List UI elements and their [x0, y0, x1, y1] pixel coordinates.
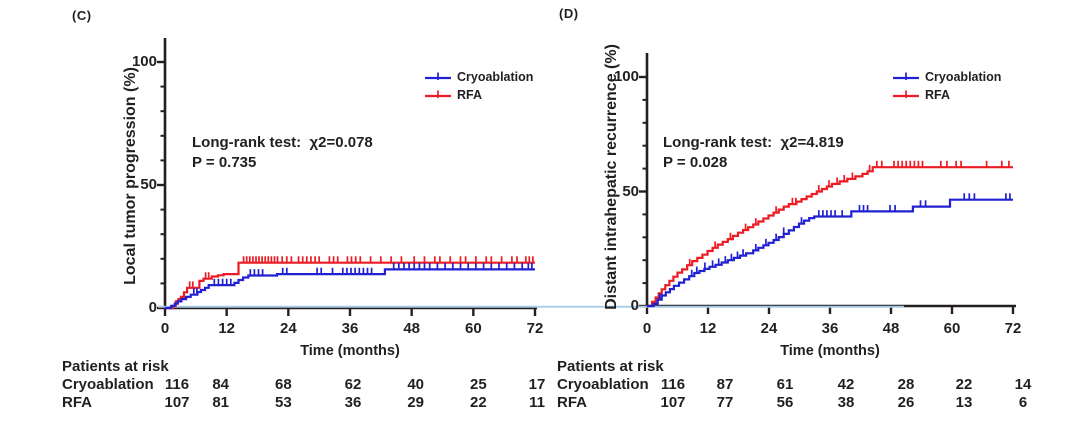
panel-d-risk-count-rfa: 6 — [1018, 394, 1028, 411]
panel-d-letter: (D) — [559, 6, 579, 21]
panel-d-stats-line1: Long-rank test: χ2=4.819 — [663, 134, 844, 151]
panel-c-risk-row-label-rfa: RFA — [62, 394, 92, 411]
panel-d-legend: Cryoablation RFA — [892, 68, 1001, 104]
panel-d-risk-count-cryoablation: 22 — [955, 376, 973, 393]
panel-d-risk-count-cryoablation: 116 — [660, 376, 686, 393]
panel-d-risk-count-rfa: 56 — [776, 394, 794, 411]
panel-c-censor-marks-rfa — [188, 256, 534, 288]
panel-d-risk-count-rfa: 26 — [897, 394, 915, 411]
panel-c-legend: Cryoablation RFA — [424, 68, 533, 104]
panel-d-risk-count-rfa: 38 — [837, 394, 855, 411]
panel-c-risk-count-cryoablation: 116 — [164, 376, 190, 393]
panel-d-legend-label-rfa: RFA — [925, 88, 950, 102]
panel-c-x-tick-label: 60 — [464, 320, 482, 337]
panel-d-risk-count-cryoablation: 14 — [1014, 376, 1032, 393]
panel-c-risk-title: Patients at risk — [62, 358, 169, 375]
panel-c-stats-line2: P = 0.735 — [192, 154, 257, 171]
panel-c-curve-cryoablation — [165, 268, 535, 310]
panel-c-risk-count-rfa: 107 — [164, 394, 190, 411]
panel-d-x-tick-label: 0 — [642, 320, 652, 337]
panel-c-risk-count-rfa: 81 — [212, 394, 229, 411]
panel-d-curve-rfa — [647, 166, 1013, 308]
panel-c-curve-rfa — [165, 261, 535, 310]
panel-c-legend-item-rfa: RFA — [424, 86, 533, 104]
panel-d-risk-count-rfa: 13 — [955, 394, 973, 411]
panel-c-legend-label-rfa: RFA — [457, 88, 482, 102]
panel-d-risk-row-label-cryoablation: Cryoablation — [557, 376, 649, 393]
cryoablation-line-icon — [425, 72, 451, 80]
panel-c-stats: Long-rank test: χ2=0.078 P = 0.735 — [192, 133, 373, 173]
panel-d-x-tick-label: 60 — [943, 320, 961, 337]
panel-d-censor-marks-rfa — [688, 160, 1010, 265]
panel-c-x-tick-label: 24 — [279, 320, 297, 337]
panel-c-risk-count-rfa: 11 — [529, 394, 545, 411]
panel-c-x-tick-label: 72 — [526, 320, 544, 337]
panel-d-x-tick-label: 36 — [821, 320, 839, 337]
panel-d-legend-label-cryoablation: Cryoablation — [925, 70, 1002, 84]
panel-c-legend-label-cryoablation: Cryoablation — [457, 70, 534, 84]
panel-d-stats: Long-rank test: χ2=4.819 P = 0.028 — [663, 133, 844, 173]
panel-d-risk-count-rfa: 77 — [716, 394, 734, 411]
panel-c-x-tick-label: 12 — [218, 320, 235, 337]
panel-c-risk-count-cryoablation: 17 — [528, 376, 546, 393]
panel-d-x-tick-label: 48 — [882, 320, 900, 337]
panel-d-y-tick-label: 100 — [613, 68, 639, 85]
panel-d-x-tick-label: 24 — [760, 320, 778, 337]
panel-d-risk-title: Patients at risk — [557, 358, 664, 375]
panel-c-risk-count-cryoablation: 84 — [212, 376, 229, 393]
panel-d-x-tick-label: 12 — [699, 320, 717, 337]
panel-c-y-tick-label: 0 — [148, 299, 157, 316]
panel-c-risk-count-rfa: 53 — [274, 394, 292, 411]
panel-c-x-tick-label: 0 — [160, 320, 170, 337]
panel-c-risk-count-rfa: 29 — [407, 394, 424, 411]
panel-d-stats-line2: P = 0.028 — [663, 154, 728, 171]
panel-d-x-tick-label: 72 — [1004, 320, 1022, 337]
panel-d-x-axis-title: Time (months) — [780, 343, 880, 359]
panel-c-risk-count-cryoablation: 62 — [344, 376, 362, 393]
panel-c-x-axis-title: Time (months) — [300, 343, 400, 359]
panel-d-legend-item-rfa: RFA — [892, 86, 1001, 104]
panel-d-y-tick-label: 0 — [630, 297, 639, 314]
panel-d-risk-count-cryoablation: 42 — [837, 376, 855, 393]
panel-c-letter: (C) — [72, 8, 92, 23]
panel-d-censor-marks-cryoablation — [658, 193, 1011, 299]
panel-d-risk-count-cryoablation: 87 — [716, 376, 734, 393]
panel-c-risk-count-cryoablation: 25 — [469, 376, 487, 393]
panel-d-risk-row-label-rfa: RFA — [557, 394, 587, 411]
panel-d-risk-count-cryoablation: 28 — [897, 376, 915, 393]
cryoablation-line-icon — [893, 72, 919, 80]
panel-c-risk-count-cryoablation: 40 — [407, 376, 424, 393]
panel-c-x-tick-label: 36 — [341, 320, 359, 337]
panel-c-censor-marks-cryoablation — [192, 263, 533, 295]
panel-d-risk-count-cryoablation: 61 — [776, 376, 794, 393]
panel-c-risk-count-rfa: 36 — [344, 394, 362, 411]
panel-c-y-tick-label: 50 — [140, 176, 157, 193]
panel-c-risk-count-cryoablation: 68 — [274, 376, 292, 393]
panel-d-y-tick-label: 50 — [622, 182, 639, 200]
panel-c-y-tick-label: 100 — [131, 53, 157, 70]
rfa-line-icon — [893, 90, 919, 98]
panel-d-legend-item-cryoablation: Cryoablation — [892, 68, 1001, 86]
panel-d-risk-count-rfa: 107 — [660, 394, 686, 411]
rfa-line-icon — [425, 90, 451, 98]
panel-d-curve-cryoablation — [647, 198, 1013, 308]
panel-c-legend-item-cryoablation: Cryoablation — [424, 68, 533, 86]
panel-c-risk-count-rfa: 22 — [469, 394, 487, 411]
panel-c-stats-line1: Long-rank test: χ2=0.078 — [192, 134, 373, 151]
panel-c-x-tick-label: 48 — [403, 320, 420, 337]
panel-c-risk-row-label-cryoablation: Cryoablation — [62, 376, 154, 393]
